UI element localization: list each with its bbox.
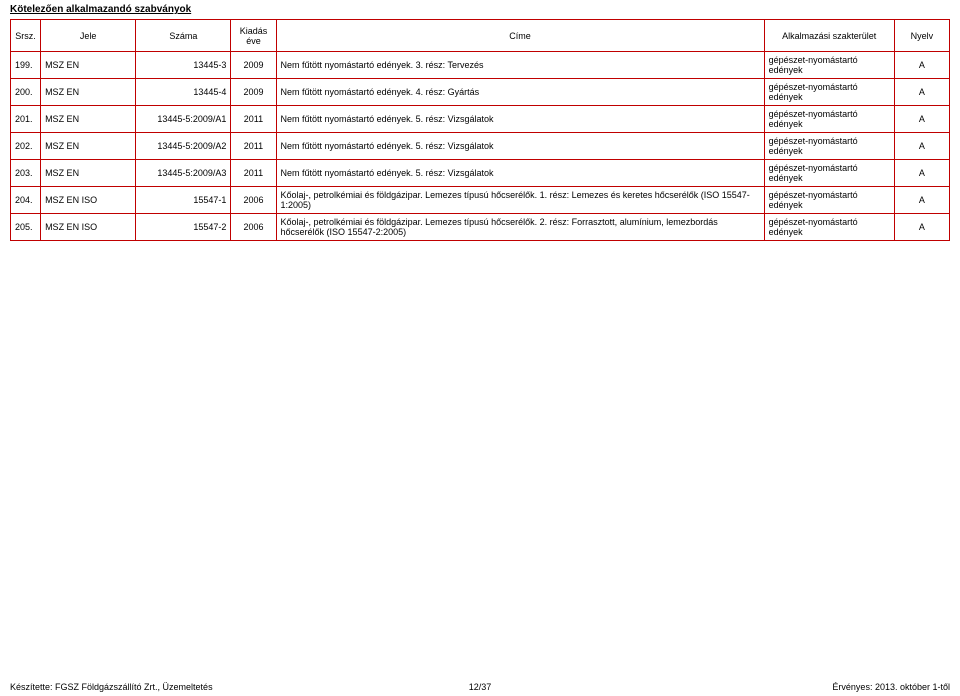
- cell-szak: gépészet-nyomástartó edények: [764, 106, 894, 133]
- col-header-srsz: Srsz.: [11, 20, 41, 52]
- col-header-ev: Kiadás éve: [231, 20, 276, 52]
- cell-nyelv: A: [894, 160, 949, 187]
- col-header-cime: Címe: [276, 20, 764, 52]
- col-header-szama: Száma: [136, 20, 231, 52]
- cell-nyelv: A: [894, 187, 949, 214]
- cell-szama: 13445-5:2009/A3: [136, 160, 231, 187]
- cell-szak: gépészet-nyomástartó edények: [764, 187, 894, 214]
- page-title: Kötelezően alkalmazandó szabványok: [10, 4, 950, 15]
- table-row: 201. MSZ EN 13445-5:2009/A1 2011 Nem fűt…: [11, 106, 950, 133]
- table-row: 202. MSZ EN 13445-5:2009/A2 2011 Nem fűt…: [11, 133, 950, 160]
- cell-szama: 13445-5:2009/A1: [136, 106, 231, 133]
- cell-ev: 2006: [231, 214, 276, 241]
- cell-srsz: 203.: [11, 160, 41, 187]
- cell-jele: MSZ EN ISO: [41, 187, 136, 214]
- cell-cime: Nem fűtött nyomástartó edények. 4. rész:…: [276, 79, 764, 106]
- cell-jele: MSZ EN: [41, 106, 136, 133]
- cell-jele: MSZ EN ISO: [41, 214, 136, 241]
- table-row: 203. MSZ EN 13445-5:2009/A3 2011 Nem fűt…: [11, 160, 950, 187]
- cell-jele: MSZ EN: [41, 160, 136, 187]
- table-row: 204. MSZ EN ISO 15547-1 2006 Kőolaj-, pe…: [11, 187, 950, 214]
- cell-srsz: 201.: [11, 106, 41, 133]
- footer-page-number: 12/37: [469, 682, 492, 692]
- cell-szak: gépészet-nyomástartó edények: [764, 79, 894, 106]
- cell-szak: gépészet-nyomástartó edények: [764, 52, 894, 79]
- cell-nyelv: A: [894, 52, 949, 79]
- col-header-jele: Jele: [41, 20, 136, 52]
- col-header-szak: Alkalmazási szakterület: [764, 20, 894, 52]
- cell-cime: Nem fűtött nyomástartó edények. 5. rész:…: [276, 133, 764, 160]
- cell-ev: 2009: [231, 79, 276, 106]
- cell-cime: Nem fűtött nyomástartó edények. 5. rész:…: [276, 160, 764, 187]
- cell-srsz: 205.: [11, 214, 41, 241]
- cell-ev: 2011: [231, 106, 276, 133]
- col-header-nyelv: Nyelv: [894, 20, 949, 52]
- cell-jele: MSZ EN: [41, 133, 136, 160]
- table-header-row: Srsz. Jele Száma Kiadás éve Címe Alkalma…: [11, 20, 950, 52]
- cell-szama: 15547-2: [136, 214, 231, 241]
- cell-jele: MSZ EN: [41, 79, 136, 106]
- cell-szama: 13445-4: [136, 79, 231, 106]
- cell-ev: 2009: [231, 52, 276, 79]
- cell-srsz: 204.: [11, 187, 41, 214]
- cell-cime: Kőolaj-, petrolkémiai és földgázipar. Le…: [276, 214, 764, 241]
- footer-right: Érvényes: 2013. október 1-től: [832, 682, 950, 692]
- cell-cime: Kőolaj-, petrolkémiai és földgázipar. Le…: [276, 187, 764, 214]
- cell-szama: 15547-1: [136, 187, 231, 214]
- cell-nyelv: A: [894, 214, 949, 241]
- cell-cime: Nem fűtött nyomástartó edények. 5. rész:…: [276, 106, 764, 133]
- cell-jele: MSZ EN: [41, 52, 136, 79]
- cell-cime: Nem fűtött nyomástartó edények. 3. rész:…: [276, 52, 764, 79]
- cell-ev: 2011: [231, 133, 276, 160]
- cell-nyelv: A: [894, 79, 949, 106]
- cell-szama: 13445-3: [136, 52, 231, 79]
- standards-table: Srsz. Jele Száma Kiadás éve Címe Alkalma…: [10, 19, 950, 241]
- cell-ev: 2006: [231, 187, 276, 214]
- cell-srsz: 199.: [11, 52, 41, 79]
- table-row: 199. MSZ EN 13445-3 2009 Nem fűtött nyom…: [11, 52, 950, 79]
- page-footer: Készítette: FGSZ Földgázszállító Zrt., Ü…: [10, 682, 950, 692]
- cell-szak: gépészet-nyomástartó edények: [764, 160, 894, 187]
- cell-szak: gépészet-nyomástartó edények: [764, 214, 894, 241]
- footer-left: Készítette: FGSZ Földgázszállító Zrt., Ü…: [10, 682, 213, 692]
- cell-szama: 13445-5:2009/A2: [136, 133, 231, 160]
- table-row: 200. MSZ EN 13445-4 2009 Nem fűtött nyom…: [11, 79, 950, 106]
- cell-srsz: 202.: [11, 133, 41, 160]
- cell-nyelv: A: [894, 133, 949, 160]
- cell-ev: 2011: [231, 160, 276, 187]
- cell-nyelv: A: [894, 106, 949, 133]
- cell-szak: gépészet-nyomástartó edények: [764, 133, 894, 160]
- table-row: 205. MSZ EN ISO 15547-2 2006 Kőolaj-, pe…: [11, 214, 950, 241]
- cell-srsz: 200.: [11, 79, 41, 106]
